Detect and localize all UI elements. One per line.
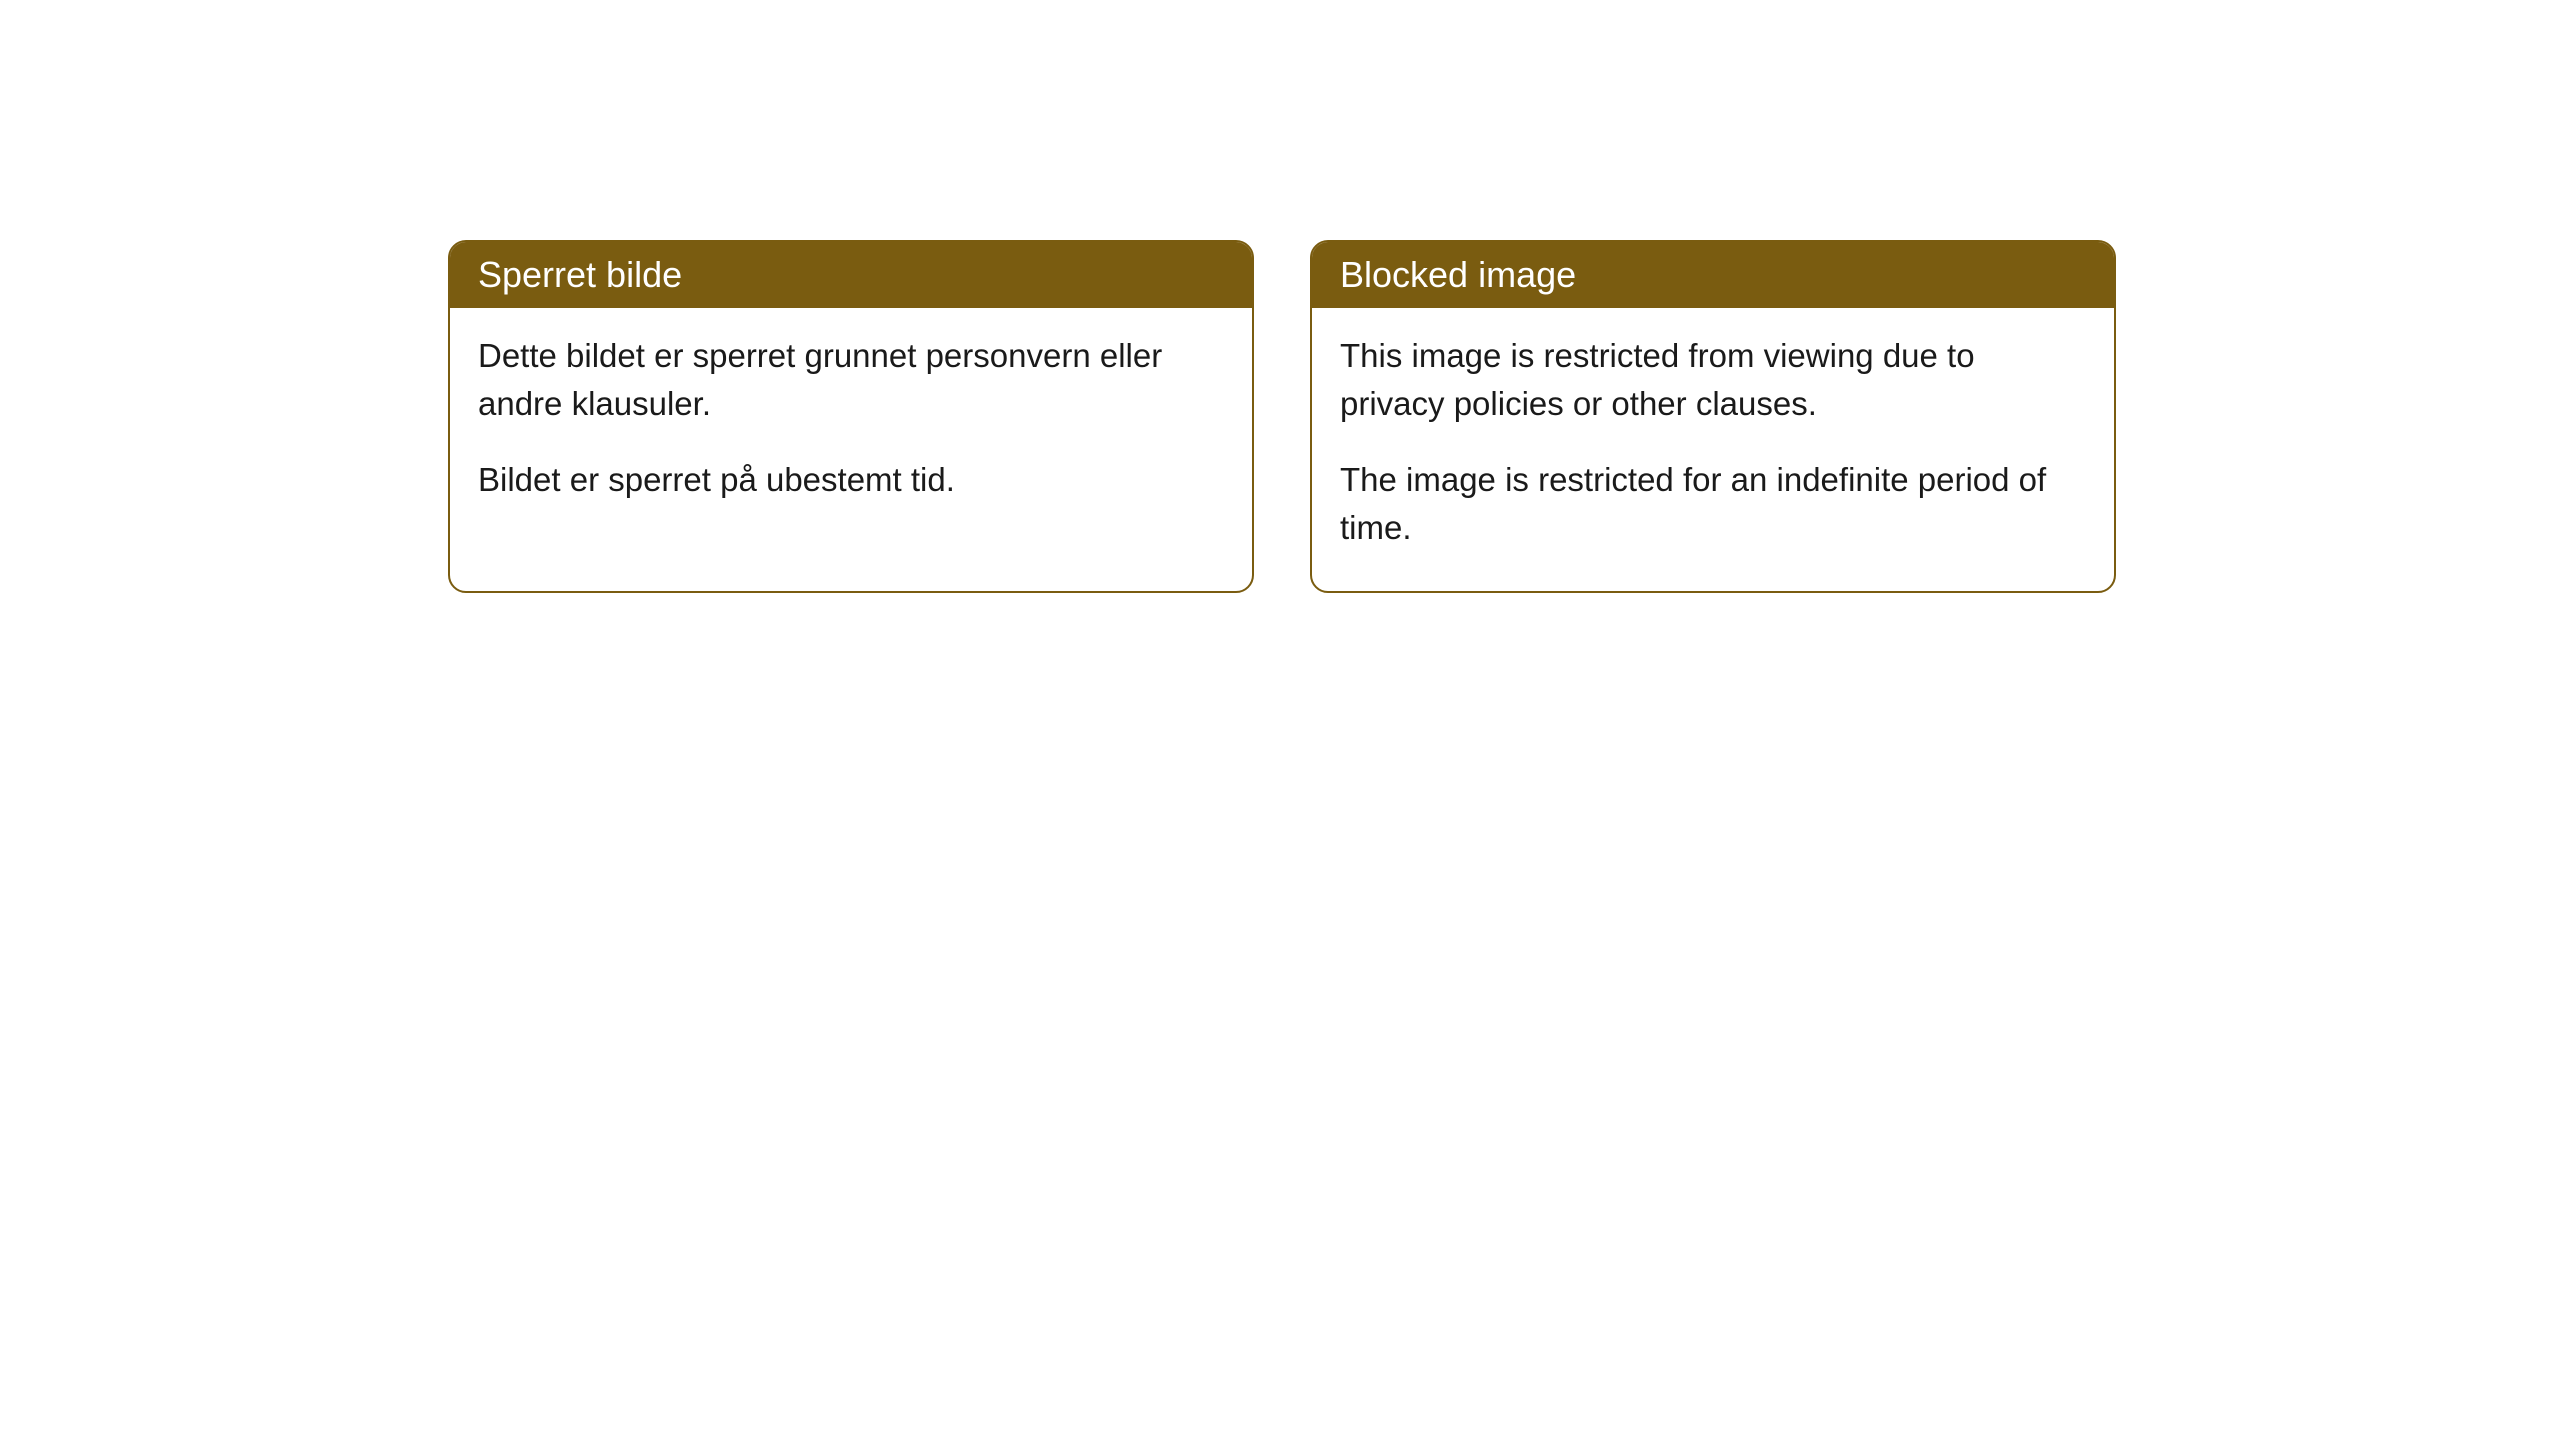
notice-paragraph: This image is restricted from viewing du… [1340,332,2086,428]
notice-paragraph: The image is restricted for an indefinit… [1340,456,2086,552]
notice-paragraph: Bildet er sperret på ubestemt tid. [478,456,1224,504]
card-header: Sperret bilde [450,242,1252,308]
notice-paragraph: Dette bildet er sperret grunnet personve… [478,332,1224,428]
card-body: This image is restricted from viewing du… [1312,308,2114,591]
card-header: Blocked image [1312,242,2114,308]
notice-container: Sperret bilde Dette bildet er sperret gr… [448,240,2116,593]
card-body: Dette bildet er sperret grunnet personve… [450,308,1252,544]
notice-card-norwegian: Sperret bilde Dette bildet er sperret gr… [448,240,1254,593]
notice-card-english: Blocked image This image is restricted f… [1310,240,2116,593]
